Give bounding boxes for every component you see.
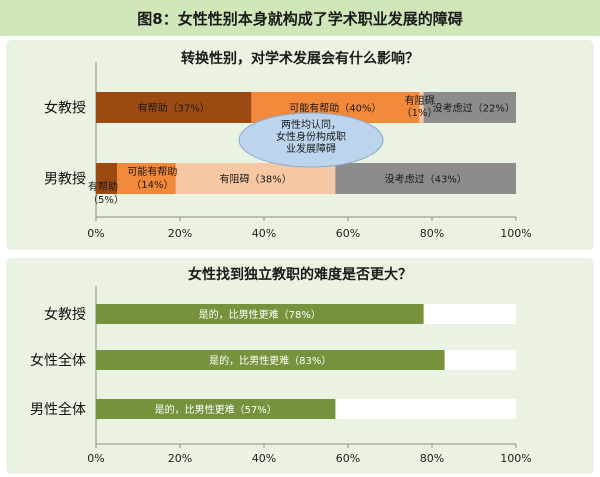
chart-panel-gender-switch: 转换性别，对学术发展会有什么影响？ 0% 20% 40% 60% 80% 100% 女教授男…: [6, 40, 594, 250]
bar-label: 是的，比男性更难（57%）: [155, 403, 277, 416]
category-label: 女教授: [44, 100, 86, 117]
bar: [96, 350, 445, 370]
segment-label: 可能有帮助（40%）: [289, 102, 381, 115]
x-tick-label: 80%: [420, 452, 444, 465]
annotation-text: 两性均认同，女性身份构成职业发展障碍: [276, 118, 346, 155]
bar-label: 是的，比男性更难（83%）: [209, 354, 331, 367]
bar-segment-hinder: [419, 92, 424, 123]
x-tick-label: 40%: [252, 227, 276, 240]
bar-segment-maybe_help: [117, 163, 176, 194]
bar: [96, 399, 336, 419]
figure-title: 图8：女性性别本身就构成了学术职业发展的障碍: [0, 0, 600, 36]
category-label: 女性全体: [30, 352, 86, 369]
x-tick-label: 100%: [500, 452, 531, 465]
bar-segment-help: [96, 163, 117, 194]
annotation-bubble: [238, 112, 384, 168]
x-tick-label: 60%: [336, 227, 360, 240]
x-tick-label: 80%: [420, 227, 444, 240]
bar-segment-not_considered: [335, 163, 516, 194]
category-label: 女教授: [44, 306, 86, 323]
segment-label: 可能有帮助（14%）: [127, 165, 177, 191]
category-label: 男性全体: [30, 401, 86, 418]
x-tick-label: 0%: [87, 227, 104, 240]
bar: [96, 304, 424, 324]
x-tick-label: 20%: [168, 452, 192, 465]
bar-chart: 0% 20% 40% 60% 80% 100%女教授 是的，比男性更难（78%）女性全体 是的…: [30, 286, 532, 465]
segment-label: 有帮助（5%）: [88, 180, 124, 206]
category-label: 男教授: [44, 172, 86, 188]
chart-panel-job-difficulty: 女性找到独立教职的难度是否更大？ 0% 20% 40% 60% 80% 100% 女教授 是的…: [6, 258, 594, 474]
segment-label: 没考虑过（22%）: [433, 102, 515, 115]
chart-title-job-difficulty: 女性找到独立教职的难度是否更大？: [188, 267, 412, 283]
chart-title-gender-switch: 转换性别，对学术发展会有什么影响？: [181, 51, 419, 67]
segment-label: 有阻碍（1%）: [402, 94, 438, 119]
bar-segment-hinder: [175, 163, 336, 194]
x-tick-label: 60%: [336, 452, 360, 465]
bar-segment-help: [96, 92, 252, 123]
x-tick-label: 40%: [252, 452, 276, 465]
bar-label: 是的，比男性更难（78%）: [199, 308, 321, 321]
x-tick-label: 100%: [500, 227, 531, 240]
segment-label: 没考虑过（43%）: [385, 173, 467, 186]
segment-label: 有帮助（37%）: [138, 102, 210, 115]
bar-segment-not_considered: [423, 92, 516, 123]
x-tick-label: 0%: [87, 452, 104, 465]
x-tick-label: 20%: [168, 227, 192, 240]
segment-label: 有阻碍（38%）: [219, 173, 291, 186]
